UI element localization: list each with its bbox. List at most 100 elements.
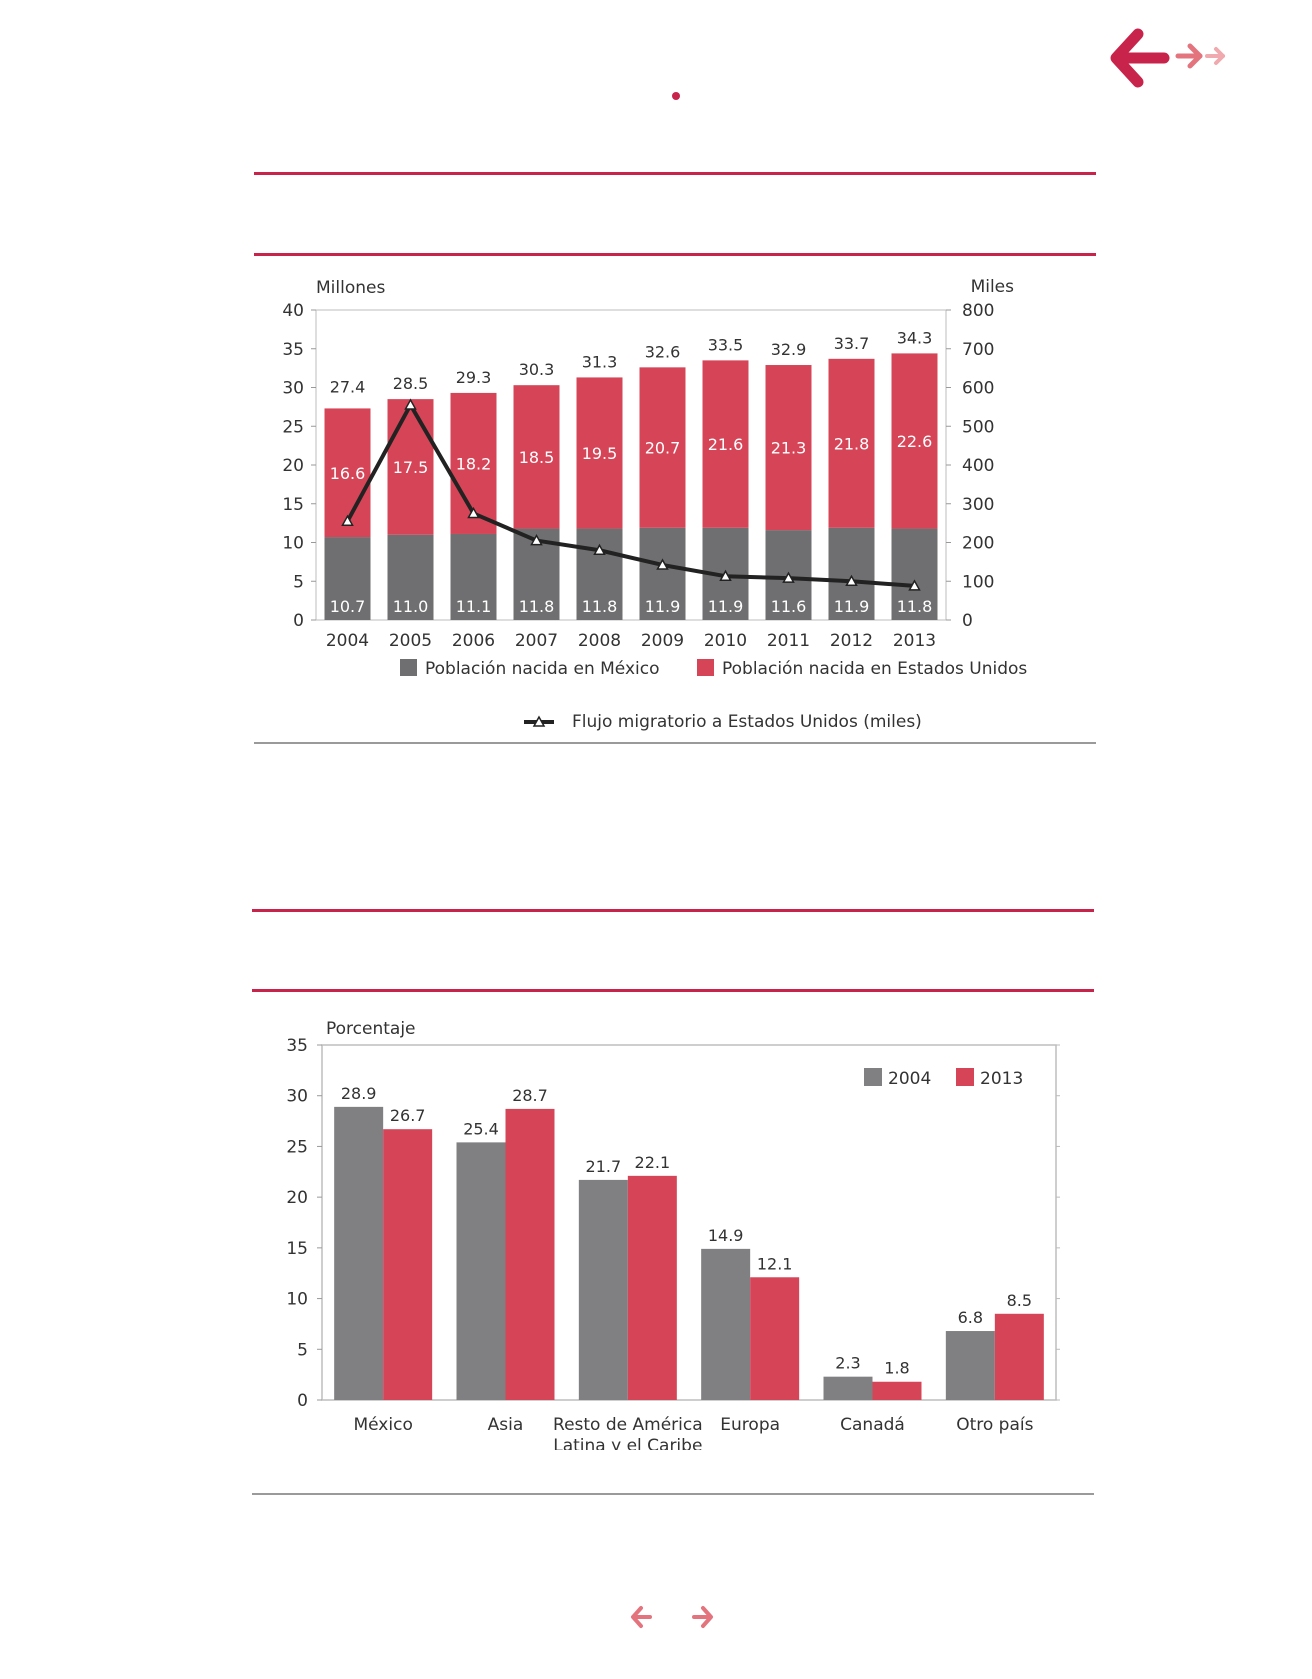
- x-tick-label: Otro país: [956, 1415, 1033, 1435]
- arrow-left-small-icon[interactable]: [628, 1604, 654, 1630]
- x-tick-label: México: [353, 1415, 412, 1435]
- value-label-2013: 26.7: [390, 1106, 426, 1125]
- legend-label-mexico: Población nacida en México: [425, 659, 660, 679]
- label-total: 34.3: [897, 328, 933, 347]
- bar-2013: [750, 1277, 800, 1400]
- x-tick-label: 2013: [893, 631, 936, 651]
- value-label-2004: 2.3: [835, 1354, 860, 1373]
- legend-label-2013: 2013: [980, 1069, 1023, 1089]
- section-rule-header: [254, 253, 1096, 256]
- legend-swatch-2013: [956, 1068, 974, 1086]
- label-total: 29.3: [456, 368, 492, 387]
- legend-swatch-mexico: [400, 659, 417, 676]
- right-tick-label: 0: [962, 611, 973, 631]
- line-point-marker: [341, 514, 354, 526]
- right-tick-label: 400: [962, 456, 994, 476]
- line-point-marker: [719, 569, 732, 581]
- value-label-2013: 28.7: [512, 1086, 548, 1105]
- y-axis-title: Porcentaje: [326, 1019, 416, 1039]
- legend-label-flow: Flujo migratorio a Estados Unidos (miles…: [572, 712, 922, 732]
- label-us: 18.2: [456, 454, 492, 473]
- value-label-2013: 12.1: [757, 1254, 793, 1273]
- y-tick-label: 5: [297, 1340, 308, 1360]
- line-point-marker: [845, 574, 858, 586]
- section2-rule-bottom: [252, 1493, 1094, 1495]
- bar-2013: [383, 1129, 433, 1400]
- bar-2004: [334, 1106, 384, 1400]
- label-total: 33.7: [834, 334, 870, 353]
- x-tick-label: Canadá: [840, 1415, 905, 1435]
- label-mexico: 11.8: [519, 597, 555, 616]
- line-point-marker: [908, 579, 921, 591]
- label-mexico: 11.0: [393, 597, 429, 616]
- right-tick-label: 700: [962, 340, 994, 360]
- label-mexico: 11.9: [834, 597, 870, 616]
- x-tick-label: 2008: [578, 631, 621, 651]
- value-label-2004: 21.7: [586, 1157, 622, 1176]
- label-mexico: 11.6: [771, 597, 807, 616]
- chart-origin-grouped: Porcentaje 0 5 10 15 20 25 30 35 28.9 26.7 México 25…: [286, 1019, 1060, 1450]
- label-total: 33.5: [708, 335, 744, 354]
- x-tick-label: Latina y el Caribe: [553, 1436, 702, 1450]
- left-tick-label: 0: [293, 611, 304, 631]
- value-label-2004: 25.4: [463, 1119, 499, 1138]
- x-tick-label: 2012: [830, 631, 873, 651]
- label-mexico: 11.9: [645, 597, 681, 616]
- right-tick-label: 600: [962, 379, 994, 399]
- section2-rule-header: [252, 989, 1094, 992]
- bar-us: [828, 358, 875, 528]
- section2-rule-top: [252, 909, 1094, 912]
- arrow-left-icon[interactable]: [1108, 28, 1172, 88]
- bar-mexico: [639, 527, 686, 620]
- x-tick-label: 2009: [641, 631, 684, 651]
- left-tick-label: 15: [282, 495, 304, 515]
- label-mexico: 11.1: [456, 597, 492, 616]
- x-tick-label: 2007: [515, 631, 558, 651]
- y-tick-label: 30: [286, 1087, 308, 1107]
- left-tick-label: 25: [282, 417, 304, 437]
- bar-us: [576, 377, 623, 529]
- x-tick-label: 2004: [326, 631, 369, 651]
- label-us: 21.8: [834, 434, 870, 453]
- arrow-right-faded-icon[interactable]: [1204, 44, 1228, 68]
- legend-swatch-2004: [864, 1068, 882, 1086]
- x-tick-label: Resto de América: [553, 1415, 703, 1435]
- x-tick-label: 2011: [767, 631, 810, 651]
- label-mexico: 11.9: [708, 597, 744, 616]
- arrow-right-icon[interactable]: [1174, 40, 1206, 72]
- x-tick-label: Asia: [488, 1415, 524, 1435]
- label-total: 27.4: [330, 377, 366, 396]
- label-mexico: 11.8: [582, 597, 618, 616]
- chart-population-stacked: 0510152025303540010020030040050060070080…: [282, 277, 1027, 732]
- label-total: 28.5: [393, 374, 429, 393]
- right-tick-label: 800: [962, 301, 994, 321]
- left-tick-label: 10: [282, 534, 304, 554]
- label-total: 32.9: [771, 340, 807, 359]
- legend-swatch-us: [697, 659, 714, 676]
- right-axis-title: Miles: [971, 277, 1015, 297]
- y-tick-label: 35: [286, 1036, 308, 1056]
- label-mexico: 11.8: [897, 597, 933, 616]
- y-tick-label: 20: [286, 1188, 308, 1208]
- legend-label-2004: 2004: [888, 1069, 931, 1089]
- y-tick-label: 25: [286, 1137, 308, 1157]
- right-tick-label: 100: [962, 572, 994, 592]
- arrow-right-small-icon[interactable]: [690, 1604, 716, 1630]
- section-rule-top: [254, 172, 1096, 175]
- bar-mexico: [324, 537, 371, 620]
- bar-us: [765, 365, 812, 531]
- bar-2004: [945, 1331, 995, 1400]
- label-total: 32.6: [645, 342, 681, 361]
- bar-2004: [823, 1376, 873, 1400]
- label-total: 30.3: [519, 360, 555, 379]
- bar-2004: [701, 1248, 751, 1400]
- bar-2004: [578, 1179, 628, 1400]
- line-point-marker: [404, 398, 417, 410]
- plot-frame: [321, 1044, 1057, 1401]
- label-total: 31.3: [582, 352, 618, 371]
- right-tick-label: 500: [962, 417, 994, 437]
- line-point-marker: [782, 571, 795, 583]
- legend-line-marker: [532, 715, 546, 727]
- line-point-marker: [593, 543, 606, 555]
- bar-us: [513, 385, 560, 529]
